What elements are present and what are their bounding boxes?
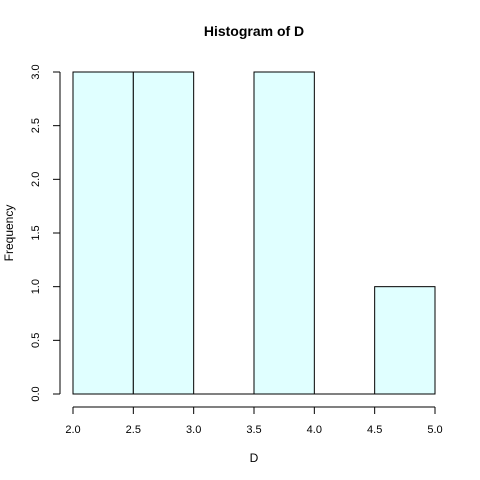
y-tick-label: 0.5 xyxy=(30,333,42,348)
x-axis-title: D xyxy=(250,451,259,465)
x-tick-label: 4.0 xyxy=(307,424,322,436)
y-tick-label: 2.5 xyxy=(30,118,42,133)
bars-layer xyxy=(73,72,435,394)
y-tick-label: 1.5 xyxy=(30,225,42,240)
x-tick-label: 3.5 xyxy=(246,424,261,436)
histogram-bar xyxy=(375,287,435,394)
y-tick-label: 1.0 xyxy=(30,279,42,294)
histogram-bar xyxy=(73,72,133,394)
x-tick-label: 2.5 xyxy=(126,424,141,436)
x-tick-label: 2.0 xyxy=(65,424,80,436)
x-tick-label: 4.5 xyxy=(367,424,382,436)
x-tick-label: 5.0 xyxy=(427,424,442,436)
histogram-bar xyxy=(133,72,193,394)
histogram-bar xyxy=(254,72,314,394)
y-axis-title: Frequency xyxy=(2,205,16,262)
x-axis: 2.0 2.5 3.0 3.5 4.0 4.5 5.0 xyxy=(65,407,442,436)
chart-title: Histogram of D xyxy=(204,23,304,39)
y-tick-label: 3.0 xyxy=(30,64,42,79)
y-tick-label: 0.0 xyxy=(30,386,42,401)
y-axis: 0.0 0.5 1.0 1.5 2.0 2.5 3.0 xyxy=(30,64,60,401)
y-tick-label: 2.0 xyxy=(30,172,42,187)
x-tick-label: 3.0 xyxy=(186,424,201,436)
